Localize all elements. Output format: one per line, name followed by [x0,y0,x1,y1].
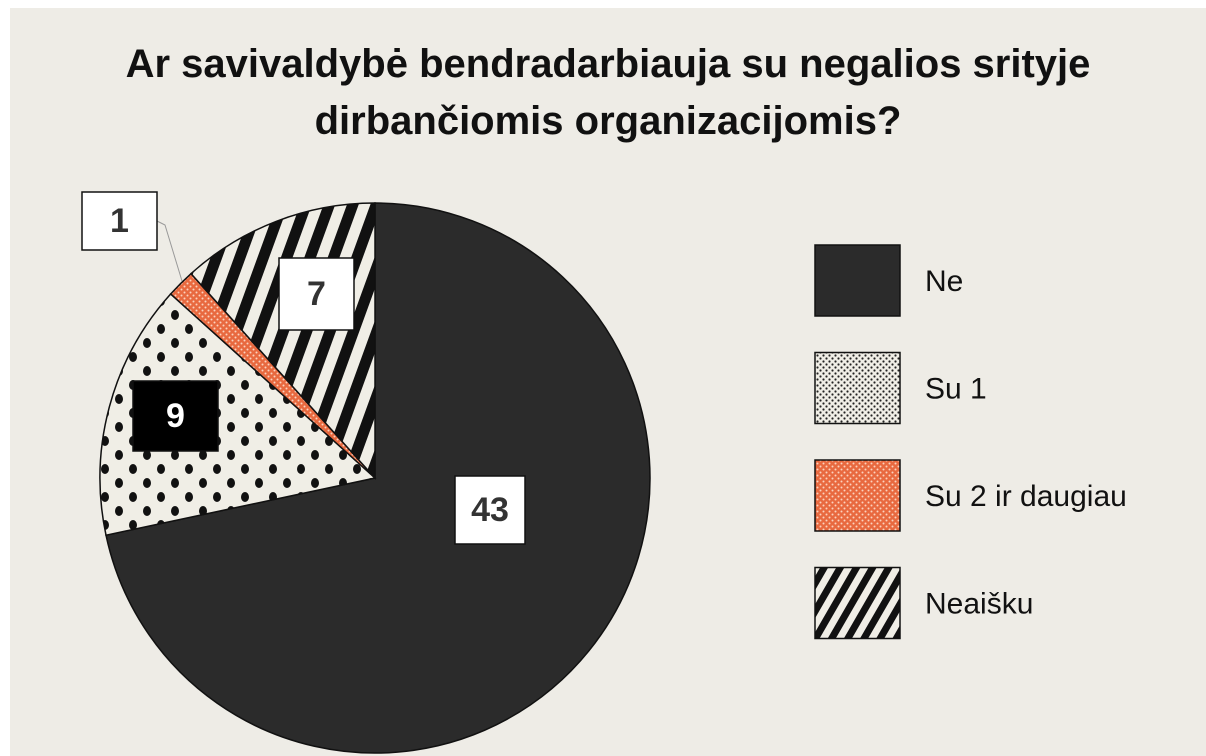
legend-label: Su 2 ir daugiau [925,480,1127,513]
data-label-box [454,475,526,545]
data-label: 9 [166,397,185,435]
legend-swatch [814,459,901,532]
pie-slice [105,202,651,754]
data-label: 7 [307,275,326,313]
legend-label: Ne [925,265,963,298]
leader-line [156,220,183,282]
data-label-box [81,191,158,251]
legend-swatch [814,244,901,317]
data-label: 1 [110,202,129,240]
pie-slice [99,292,377,537]
chart-title: Ar savivaldybė bendradarbiauja su negali… [125,42,1091,143]
data-label-box [278,257,355,331]
data-label-box [132,380,219,452]
data-label: 43 [471,491,509,529]
legend-label: Neaišku [925,587,1033,620]
legend-swatch [814,351,901,425]
legend-swatch [814,566,901,640]
legend-label: Su 1 [925,372,987,405]
